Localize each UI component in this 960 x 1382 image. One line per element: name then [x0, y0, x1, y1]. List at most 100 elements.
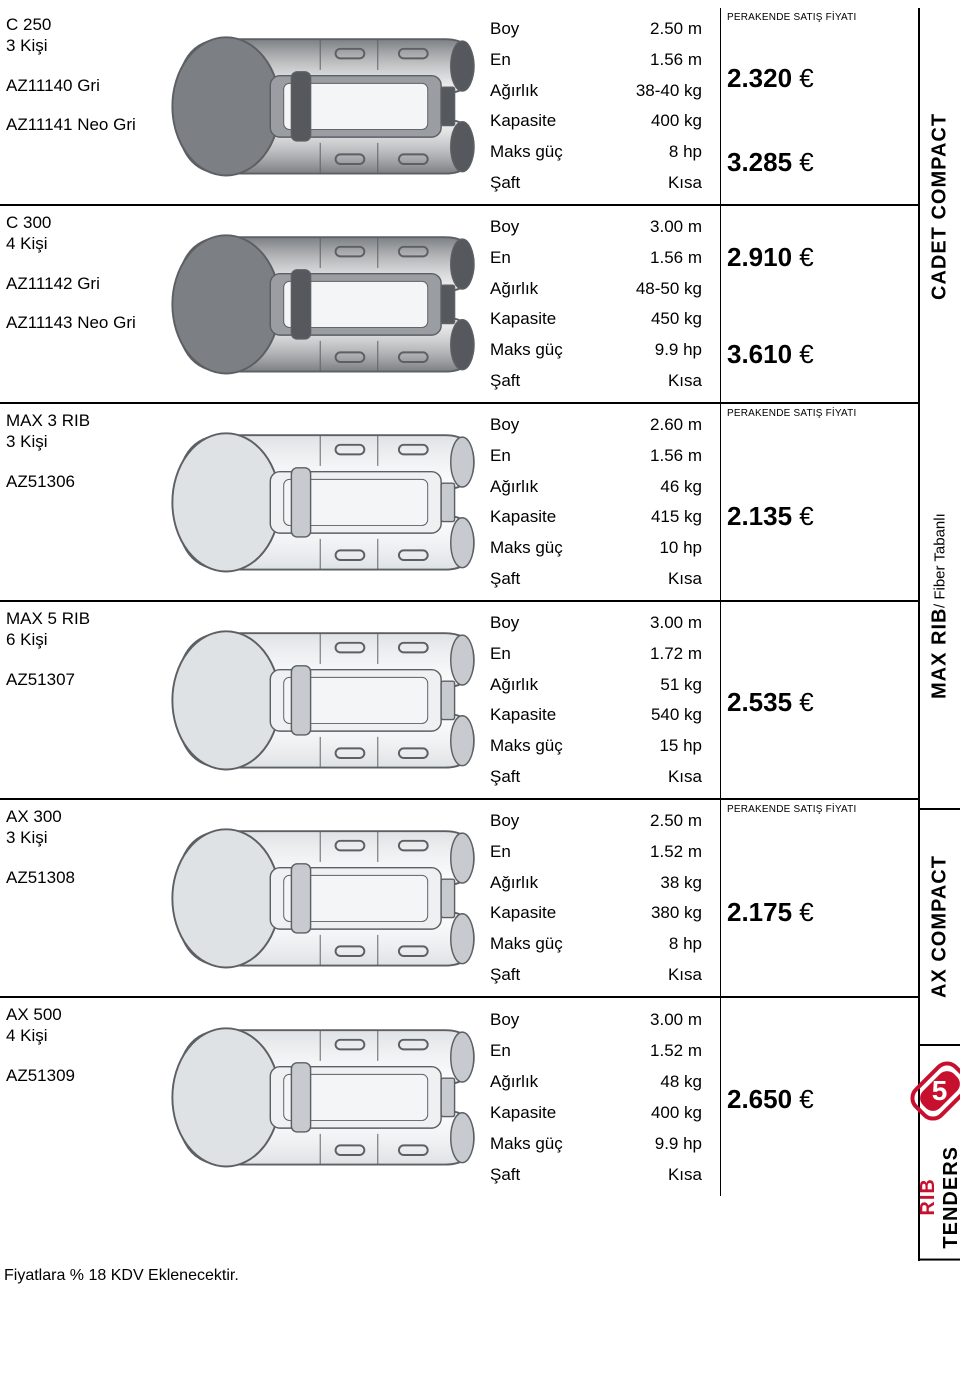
price-value: 2.135 € [727, 501, 884, 532]
spec-list: Boy 3.00 m En 1.52 m Ağırlık 48 kg Kapas… [490, 998, 720, 1196]
spec-line: En 1.52 m [490, 842, 720, 862]
spec-value-en: 1.52 m [650, 842, 702, 862]
spec-value-boy: 3.00 m [650, 613, 702, 633]
spec-line: Ağırlık 48-50 kg [490, 279, 720, 299]
spec-line: Şaft Kısa [490, 173, 720, 193]
boat-illustration [157, 614, 483, 787]
spec-line: En 1.56 m [490, 248, 720, 268]
spec-line: Kapasite 540 kg [490, 705, 720, 725]
model-name: MAX 5 RIB [6, 608, 144, 629]
boat-illustration [157, 1011, 483, 1184]
model-name: C 300 [6, 212, 144, 233]
warranty-years: 5 [920, 1061, 960, 1121]
spec-label-en: En [490, 446, 511, 466]
price-header: PERAKENDE SATIŞ FİYATI [727, 804, 884, 815]
spec-label-maks_guc: Maks güç [490, 142, 563, 162]
spec-value-agirlik: 51 kg [660, 675, 702, 695]
spec-label-maks_guc: Maks güç [490, 736, 563, 756]
side-tab-cadet: CADET COMPACT [920, 8, 960, 404]
spec-line: En 1.56 m [490, 446, 720, 466]
spec-label-en: En [490, 248, 511, 268]
spec-line: Şaft Kısa [490, 371, 720, 391]
spec-value-maks_guc: 9.9 hp [655, 1134, 702, 1154]
spec-line: Boy 3.00 m [490, 613, 720, 633]
price-value: 2.910 € [727, 242, 884, 273]
price-value: 2.175 € [727, 897, 884, 928]
spec-label-agirlik: Ağırlık [490, 477, 538, 497]
price-value: 3.610 € [727, 339, 884, 370]
spec-label-agirlik: Ağırlık [490, 81, 538, 101]
spec-label-agirlik: Ağırlık [490, 675, 538, 695]
spec-label-kapasite: Kapasite [490, 507, 556, 527]
spec-label-maks_guc: Maks güç [490, 1134, 563, 1154]
side-tab-max-sub: / Fiber Tabanlı [932, 513, 949, 608]
spec-label-saft: Şaft [490, 371, 520, 391]
spec-line: Şaft Kısa [490, 767, 720, 787]
spec-line: En 1.56 m [490, 50, 720, 70]
persons: 3 Kişi [6, 431, 144, 452]
spec-value-boy: 2.50 m [650, 811, 702, 831]
spec-line: Boy 3.00 m [490, 1010, 720, 1030]
spec-value-maks_guc: 8 hp [669, 934, 702, 954]
spec-value-en: 1.72 m [650, 644, 702, 664]
boat-illustration [157, 20, 483, 193]
spec-label-boy: Boy [490, 811, 519, 831]
spec-value-agirlik: 38 kg [660, 873, 702, 893]
product-code: AZ11142 Gri [6, 273, 144, 294]
spec-line: Kapasite 415 kg [490, 507, 720, 527]
spec-label-kapasite: Kapasite [490, 309, 556, 329]
spec-value-kapasite: 540 kg [651, 705, 702, 725]
spec-line: Ağırlık 46 kg [490, 477, 720, 497]
spec-list: Boy 2.50 m En 1.52 m Ağırlık 38 kg Kapas… [490, 800, 720, 996]
spec-value-en: 1.56 m [650, 248, 702, 268]
spec-label-kapasite: Kapasite [490, 1103, 556, 1123]
spec-label-saft: Şaft [490, 1165, 520, 1185]
spec-line: Maks güç 8 hp [490, 142, 720, 162]
spec-line: Maks güç 9.9 hp [490, 340, 720, 360]
spec-label-en: En [490, 842, 511, 862]
spec-line: Şaft Kısa [490, 569, 720, 589]
spec-line: Boy 3.00 m [490, 217, 720, 237]
side-tab-rib-red: RIB [917, 1179, 939, 1216]
price-value: 3.285 € [727, 147, 884, 178]
spec-value-maks_guc: 8 hp [669, 142, 702, 162]
persons: 6 Kişi [6, 629, 144, 650]
spec-value-kapasite: 400 kg [651, 1103, 702, 1123]
spec-line: Ağırlık 38-40 kg [490, 81, 720, 101]
spec-value-maks_guc: 10 hp [659, 538, 702, 558]
spec-line: En 1.52 m [490, 1041, 720, 1061]
spec-label-saft: Şaft [490, 173, 520, 193]
spec-line: Boy 2.50 m [490, 19, 720, 39]
price-header: PERAKENDE SATIŞ FİYATI [727, 12, 884, 23]
spec-value-boy: 2.50 m [650, 19, 702, 39]
price-value: 2.320 € [727, 63, 884, 94]
spec-label-agirlik: Ağırlık [490, 1072, 538, 1092]
spec-label-maks_guc: Maks güç [490, 538, 563, 558]
price-value: 2.535 € [727, 687, 884, 718]
side-tab-rib-rest: TENDERS [940, 1146, 960, 1249]
spec-label-saft: Şaft [490, 965, 520, 985]
spec-label-kapasite: Kapasite [490, 903, 556, 923]
product-code: AZ51307 [6, 669, 144, 690]
spec-line: Boy 2.60 m [490, 415, 720, 435]
product-code: AZ51309 [6, 1065, 144, 1086]
model-name: AX 500 [6, 1004, 144, 1025]
product-row: C 250 3 Kişi AZ11140 GriAZ11141 Neo Gri [0, 8, 918, 206]
side-tab-max-rib: MAX RIB / Fiber Tabanlı [920, 404, 960, 810]
spec-line: Kapasite 400 kg [490, 111, 720, 131]
product-code: AZ11140 Gri [6, 75, 144, 96]
spec-value-kapasite: 450 kg [651, 309, 702, 329]
boat-illustration [157, 416, 483, 589]
product-row: MAX 3 RIB 3 Kişi AZ51306 [0, 404, 918, 602]
spec-label-agirlik: Ağırlık [490, 279, 538, 299]
spec-label-saft: Şaft [490, 767, 520, 787]
spec-value-en: 1.56 m [650, 50, 702, 70]
spec-value-kapasite: 415 kg [651, 507, 702, 527]
spec-line: Maks güç 15 hp [490, 736, 720, 756]
persons: 3 Kişi [6, 35, 144, 56]
spec-line: Ağırlık 38 kg [490, 873, 720, 893]
warranty-badge: 5 [920, 1046, 960, 1136]
spec-value-boy: 2.60 m [650, 415, 702, 435]
boat-illustration [157, 218, 483, 391]
spec-list: Boy 2.50 m En 1.56 m Ağırlık 38-40 kg Ka… [490, 8, 720, 204]
